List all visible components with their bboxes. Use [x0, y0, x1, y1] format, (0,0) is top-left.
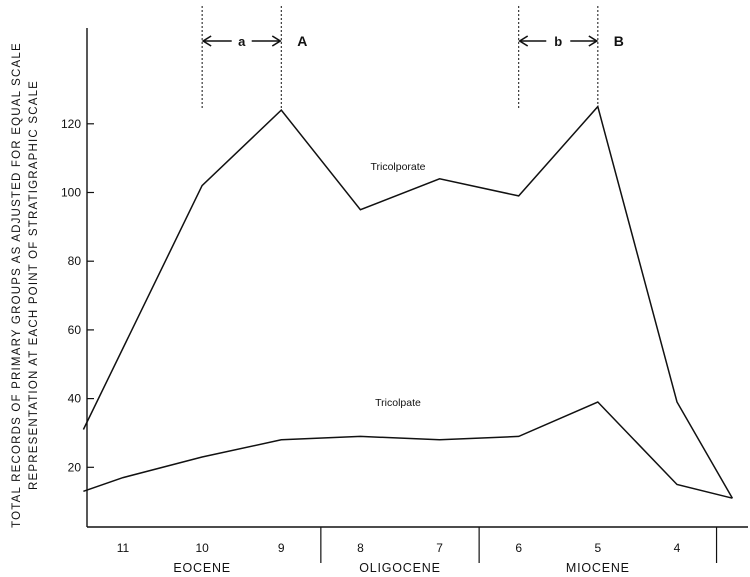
interval-arrow-head	[201, 35, 212, 47]
series-group	[82, 105, 734, 499]
x-tick-label: 5	[594, 541, 601, 555]
x-tick-label: 8	[357, 541, 364, 555]
marker-label: B	[614, 33, 624, 49]
y-tick-label: 80	[68, 254, 82, 268]
series-line-tricolpate	[83, 401, 733, 499]
y-tick-label: 100	[61, 186, 81, 200]
y-axis-label-line-2: REPRESENTATION AT EACH POINT OF STRATIGR…	[28, 80, 40, 490]
series-label: Tricolpate	[375, 397, 421, 409]
marker-label: A	[297, 33, 307, 49]
x-tick-label: 11	[117, 541, 130, 555]
labels-group: a b A B Tricolporate Tricolpate	[238, 33, 624, 409]
interval-arrow-head	[588, 35, 599, 47]
epoch-label: OLIGOCENE	[359, 561, 441, 575]
x-tick-label: 10	[195, 541, 209, 555]
series-label: Tricolporate	[370, 161, 425, 173]
y-axis-label: TOTAL RECORDS OF PRIMARY GROUPS AS ADJUS…	[11, 42, 40, 528]
epoch-label: MIOCENE	[566, 561, 630, 575]
y-tick-label: 60	[68, 323, 82, 337]
y-tick-label: 120	[61, 117, 81, 131]
y-tick-label: 20	[68, 460, 82, 474]
guides	[201, 6, 599, 108]
axes: 20 40 60 80 100 120 11 10 9 8 7 6 5 4 EOCENE OLIGOCENE M…	[61, 28, 748, 575]
interval-arrow-head	[271, 35, 282, 47]
x-tick-label: 4	[674, 541, 681, 555]
x-tick-label: 6	[515, 541, 522, 555]
series-line-tricolporate	[82, 105, 734, 499]
y-tick-label: 40	[68, 392, 82, 406]
interval-label: b	[554, 34, 562, 49]
interval-arrow-head	[518, 35, 529, 47]
x-tick-label: 9	[278, 541, 285, 555]
x-tick-label: 7	[436, 541, 443, 555]
y-axis-label-line-1: TOTAL RECORDS OF PRIMARY GROUPS AS ADJUS…	[11, 42, 23, 528]
epoch-label: EOCENE	[173, 561, 231, 575]
interval-label: a	[238, 34, 246, 49]
